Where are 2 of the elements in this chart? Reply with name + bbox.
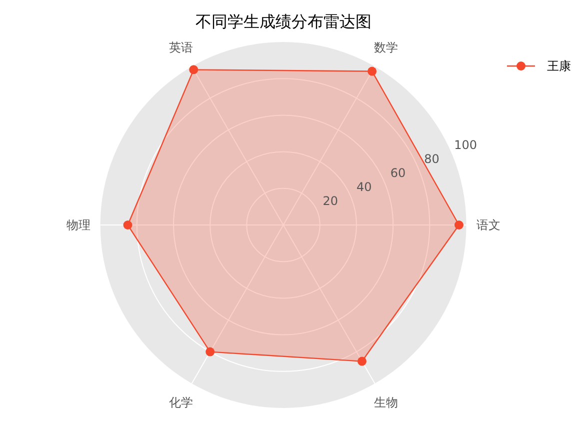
legend-label: 王康 — [547, 59, 571, 73]
title: 不同学生成绩分布雷达图 — [195, 12, 372, 31]
